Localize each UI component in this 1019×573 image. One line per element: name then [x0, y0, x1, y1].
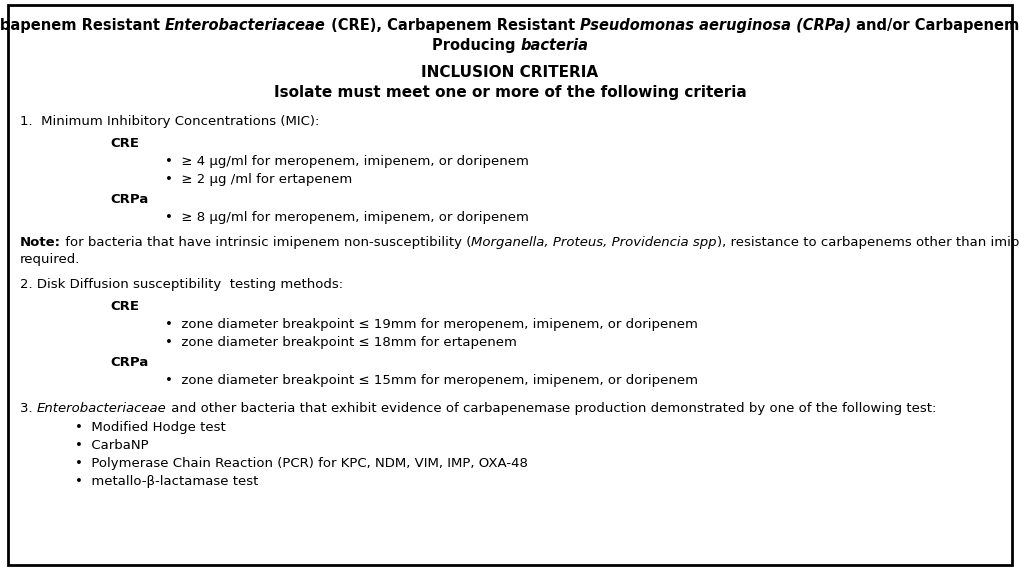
- Text: required.: required.: [20, 253, 81, 266]
- Text: for bacteria that have intrinsic imipenem non-susceptibility (: for bacteria that have intrinsic imipene…: [61, 236, 471, 249]
- Text: and/or Carbapenemase: and/or Carbapenemase: [850, 18, 1019, 33]
- Text: •  zone diameter breakpoint ≤ 18mm for ertapenem: • zone diameter breakpoint ≤ 18mm for er…: [165, 336, 517, 349]
- Text: Carbapenem Resistant: Carbapenem Resistant: [0, 18, 165, 33]
- Text: CRE: CRE: [110, 137, 139, 150]
- Text: INCLUSION CRITERIA: INCLUSION CRITERIA: [421, 65, 598, 80]
- Text: •  CarbaNP: • CarbaNP: [75, 439, 149, 452]
- Text: 3.: 3.: [20, 402, 37, 415]
- Text: Producing: Producing: [431, 38, 520, 53]
- Text: Morganella, Proteus, Providencia spp: Morganella, Proteus, Providencia spp: [471, 236, 716, 249]
- Text: •  ≥ 2 μg /ml for ertapenem: • ≥ 2 μg /ml for ertapenem: [165, 173, 352, 186]
- Text: Enterobacteriaceae: Enterobacteriaceae: [37, 402, 166, 415]
- Text: •  zone diameter breakpoint ≤ 15mm for meropenem, imipenem, or doripenem: • zone diameter breakpoint ≤ 15mm for me…: [165, 374, 697, 387]
- Text: •  metallo-β-lactamase test: • metallo-β-lactamase test: [75, 475, 258, 488]
- Text: 1.  Minimum Inhibitory Concentrations (MIC):: 1. Minimum Inhibitory Concentrations (MI…: [20, 115, 319, 128]
- Text: 2. Disk Diffusion susceptibility  testing methods:: 2. Disk Diffusion susceptibility testing…: [20, 278, 342, 291]
- Text: ), resistance to carbapenems other than imipenem is: ), resistance to carbapenems other than …: [716, 236, 1019, 249]
- Text: Pseudomonas aeruginosa (CRPa): Pseudomonas aeruginosa (CRPa): [580, 18, 850, 33]
- Text: Isolate must meet one or more of the following criteria: Isolate must meet one or more of the fol…: [273, 85, 746, 100]
- Text: Note:: Note:: [20, 236, 61, 249]
- Text: •  ≥ 4 μg/ml for meropenem, imipenem, or doripenem: • ≥ 4 μg/ml for meropenem, imipenem, or …: [165, 155, 529, 168]
- Text: CRPa: CRPa: [110, 356, 148, 369]
- Text: •  Polymerase Chain Reaction (PCR) for KPC, NDM, VIM, IMP, OXA-48: • Polymerase Chain Reaction (PCR) for KP…: [75, 457, 528, 470]
- Text: CRE: CRE: [110, 300, 139, 313]
- Text: •  zone diameter breakpoint ≤ 19mm for meropenem, imipenem, or doripenem: • zone diameter breakpoint ≤ 19mm for me…: [165, 318, 697, 331]
- Text: and other bacteria that exhibit evidence of carbapenemase production demonstrate: and other bacteria that exhibit evidence…: [166, 402, 935, 415]
- Text: Enterobacteriaceae: Enterobacteriaceae: [165, 18, 325, 33]
- Text: •  ≥ 8 μg/ml for meropenem, imipenem, or doripenem: • ≥ 8 μg/ml for meropenem, imipenem, or …: [165, 211, 529, 224]
- Text: CRPa: CRPa: [110, 193, 148, 206]
- Text: bacteria: bacteria: [520, 38, 588, 53]
- Text: (CRE), Carbapenem Resistant: (CRE), Carbapenem Resistant: [325, 18, 580, 33]
- Text: •  Modified Hodge test: • Modified Hodge test: [75, 421, 225, 434]
